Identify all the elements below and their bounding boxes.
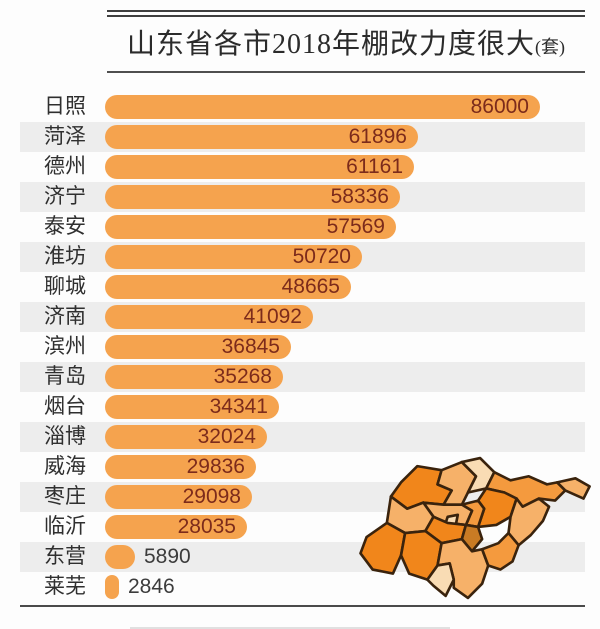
value-bar: 41092 bbox=[105, 305, 313, 329]
bar-value-label: 86000 bbox=[470, 95, 529, 118]
cutoff-next-section-edge bbox=[130, 627, 450, 629]
city-label: 淮坊 bbox=[44, 245, 86, 268]
city-label: 莱芜 bbox=[44, 575, 86, 598]
value-bar: 36845 bbox=[105, 335, 291, 359]
chart-row: 烟台 34341 bbox=[0, 392, 600, 422]
chart-title-block: 山东省各市2018年棚改力度很大(套) bbox=[107, 0, 585, 80]
bar-value-label: 2846 bbox=[128, 575, 175, 598]
city-label: 济宁 bbox=[44, 185, 86, 208]
city-label: 枣庄 bbox=[44, 485, 86, 508]
value-bar: 28035 bbox=[105, 515, 247, 539]
bar-value-label: 48665 bbox=[281, 275, 340, 298]
bar-value-label: 58336 bbox=[330, 185, 389, 208]
chart-row: 临沂 28035 bbox=[0, 512, 600, 542]
chart-row: 济宁 58336 bbox=[0, 182, 600, 212]
chart-row: 青岛 35268 bbox=[0, 362, 600, 392]
value-bar: 48665 bbox=[105, 275, 351, 299]
title-bottom-rule bbox=[107, 71, 585, 73]
value-bar bbox=[105, 575, 119, 599]
city-label: 德州 bbox=[44, 155, 86, 178]
value-bar: 35268 bbox=[105, 365, 283, 389]
city-label: 临沂 bbox=[44, 515, 86, 538]
value-bar: 86000 bbox=[105, 95, 540, 119]
bar-value-label: 61896 bbox=[348, 125, 407, 148]
city-label: 泰安 bbox=[44, 215, 86, 238]
value-bar: 50720 bbox=[105, 245, 362, 269]
city-label: 聊城 bbox=[44, 275, 86, 298]
map-region bbox=[555, 476, 591, 500]
bar-value-label: 29098 bbox=[182, 485, 241, 508]
value-bar: 58336 bbox=[105, 185, 400, 209]
city-label: 济南 bbox=[44, 305, 86, 328]
city-label: 烟台 bbox=[44, 395, 86, 418]
chart-row: 德州 61161 bbox=[0, 152, 600, 182]
bar-value-label: 61161 bbox=[346, 155, 403, 178]
bar-value-label: 41092 bbox=[243, 305, 302, 328]
city-label: 淄博 bbox=[44, 425, 86, 448]
chart-row: 淄博 32024 bbox=[0, 422, 600, 452]
chart-row: 聊城 48665 bbox=[0, 272, 600, 302]
city-label: 东营 bbox=[44, 545, 86, 568]
chart-row: 滨州 36845 bbox=[0, 332, 600, 362]
value-bar bbox=[105, 545, 135, 569]
chart-title: 山东省各市2018年棚改力度很大(套) bbox=[107, 29, 585, 63]
map-region bbox=[359, 521, 407, 575]
chart-row: 济南 41092 bbox=[0, 302, 600, 332]
value-bar: 34341 bbox=[105, 395, 279, 419]
value-bar: 29098 bbox=[105, 485, 252, 509]
chart-row: 莱芜 2846 bbox=[0, 572, 600, 602]
city-label: 滨州 bbox=[44, 335, 86, 358]
bar-value-label: 5890 bbox=[144, 545, 191, 568]
bar-value-label: 50720 bbox=[292, 245, 351, 268]
city-label: 日照 bbox=[44, 95, 86, 118]
chart-row: 菏泽 61896 bbox=[0, 122, 600, 152]
map-region bbox=[507, 497, 551, 547]
bar-value-label: 57569 bbox=[326, 215, 385, 238]
map-region bbox=[426, 562, 456, 598]
value-bar: 61161 bbox=[105, 155, 414, 179]
bar-value-label: 34341 bbox=[209, 395, 268, 418]
bottom-rule bbox=[20, 605, 585, 607]
bar-value-label: 32024 bbox=[197, 425, 256, 448]
chart-row: 泰安 57569 bbox=[0, 212, 600, 242]
chart-title-unit: (套) bbox=[535, 37, 565, 57]
bar-value-label: 36845 bbox=[221, 335, 280, 358]
value-bar: 32024 bbox=[105, 425, 267, 449]
map-region bbox=[480, 531, 520, 571]
bar-value-label: 29836 bbox=[186, 455, 245, 478]
value-bar: 57569 bbox=[105, 215, 396, 239]
city-label: 菏泽 bbox=[44, 125, 86, 148]
bar-value-label: 28035 bbox=[177, 515, 236, 538]
chart-row: 淮坊 50720 bbox=[0, 242, 600, 272]
chart-row: 威海 29836 bbox=[0, 452, 600, 482]
bar-value-label: 35268 bbox=[213, 365, 272, 388]
city-label: 青岛 bbox=[44, 365, 86, 388]
shandong-province-map bbox=[359, 456, 591, 600]
city-label: 威海 bbox=[44, 455, 86, 478]
chart-title-text: 山东省各市2018年棚改力度很大 bbox=[126, 29, 535, 60]
title-top-double-rule bbox=[107, 10, 585, 17]
chart-row: 日照 86000 bbox=[0, 92, 600, 122]
value-bar: 29836 bbox=[105, 455, 256, 479]
value-bar: 61896 bbox=[105, 125, 418, 149]
